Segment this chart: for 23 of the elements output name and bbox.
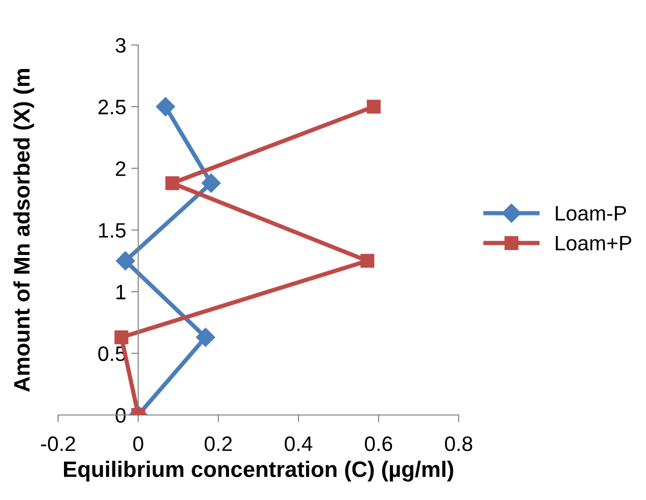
legend-label: Loam+P — [556, 236, 632, 251]
x-tick-label: 0.6 — [364, 436, 392, 452]
x-tick-label: -0.2 — [41, 436, 76, 452]
y-axis-title: Amount of Mn adsorbed (X) (m — [13, 69, 34, 392]
point — [360, 254, 374, 268]
x-tick-label: 0.2 — [204, 436, 232, 452]
y-tick-label: 2 — [116, 161, 126, 176]
x-tick-label: 0.4 — [284, 436, 312, 452]
y-tick-label: 2.5 — [98, 100, 126, 114]
point — [114, 330, 128, 344]
y-tick-label: 3 — [116, 38, 126, 53]
point — [202, 174, 221, 193]
point — [366, 100, 381, 114]
legend-label: Loam-P — [556, 206, 626, 221]
y-tick-label: 1 — [116, 284, 126, 300]
point — [116, 251, 135, 270]
y-tick-label: 1.5 — [99, 223, 126, 238]
point — [156, 97, 176, 116]
x-axis-title: Equilibrium concentration (C) (µg/ml) — [64, 460, 454, 482]
x-tick-label: 0.8 — [444, 436, 472, 452]
point — [196, 328, 216, 347]
point — [165, 176, 180, 190]
x-tick-label: 0 — [133, 436, 144, 452]
